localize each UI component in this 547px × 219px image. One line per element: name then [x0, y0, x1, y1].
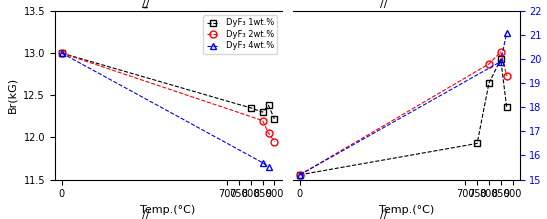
Text: //: //: [380, 210, 387, 219]
Y-axis label: Br(kG): Br(kG): [8, 77, 18, 113]
Legend: DyF₃ 1wt.%, DyF₃ 2wt.%, DyF₃ 4wt.%: DyF₃ 1wt.%, DyF₃ 2wt.%, DyF₃ 4wt.%: [203, 15, 277, 54]
X-axis label: Temp.(°C): Temp.(°C): [379, 205, 434, 215]
Text: //: //: [142, 0, 149, 9]
Text: //: //: [380, 0, 387, 9]
Text: //: //: [142, 210, 149, 219]
X-axis label: Temp.(°C): Temp.(°C): [141, 205, 196, 215]
